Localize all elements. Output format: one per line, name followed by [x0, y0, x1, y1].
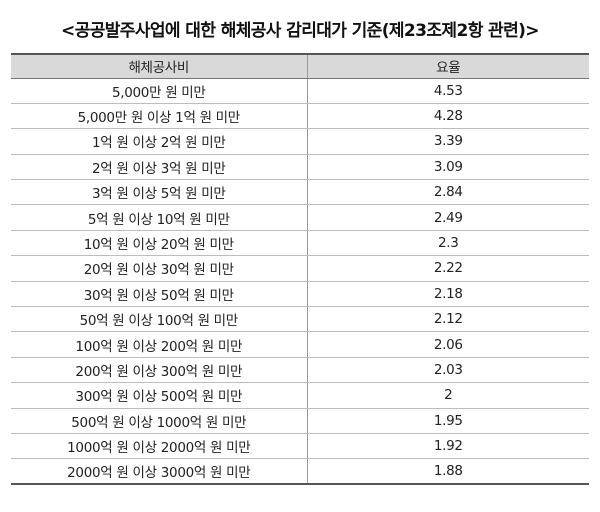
cost-range-cell: 200억 원 이상 300억 원 미만 [11, 357, 308, 384]
cost-range-cell: 5,000만 원 미만 [11, 78, 308, 104]
rate-cell: 2 [307, 382, 589, 409]
cost-range-cell: 5,000만 원 이상 1억 원 미만 [11, 103, 308, 130]
table-row: 2억 원 이상 3억 원 미만 3.09 [11, 154, 589, 181]
rate-cell: 4.28 [307, 103, 589, 130]
cost-range-cell: 10억 원 이상 20억 원 미만 [11, 230, 308, 257]
table-row: 3억 원 이상 5억 원 미만 2.84 [11, 179, 589, 206]
table-header-row: 해체공사비 요율 [11, 53, 589, 79]
rate-cell: 2.06 [307, 331, 589, 358]
rate-cell: 1.92 [307, 433, 589, 460]
rate-cell: 2.03 [307, 357, 589, 384]
cost-range-cell: 2억 원 이상 3억 원 미만 [11, 154, 308, 181]
rate-cell: 2.18 [307, 281, 589, 308]
cost-range-cell: 20억 원 이상 30억 원 미만 [11, 255, 308, 282]
rate-cell: 2.84 [307, 179, 589, 206]
header-cost-range: 해체공사비 [11, 53, 308, 79]
table-row: 500억 원 이상 1000억 원 미만 1.95 [11, 408, 589, 434]
table-row: 300억 원 이상 500억 원 미만 2 [11, 382, 589, 409]
cost-range-cell: 100억 원 이상 200억 원 미만 [11, 331, 308, 358]
table-row: 10억 원 이상 20억 원 미만 2.3 [11, 230, 589, 257]
cost-range-cell: 2000억 원 이상 3000억 원 미만 [11, 458, 308, 486]
table-row: 2000억 원 이상 3000억 원 미만 1.88 [11, 458, 589, 486]
cost-range-cell: 1000억 원 이상 2000억 원 미만 [11, 433, 308, 460]
table-row: 1000억 원 이상 2000억 원 미만 1.92 [11, 433, 589, 460]
header-rate: 요율 [307, 53, 589, 79]
rate-cell: 2.3 [307, 230, 589, 257]
cost-range-cell: 500억 원 이상 1000억 원 미만 [11, 408, 308, 434]
cost-range-cell: 50억 원 이상 100억 원 미만 [11, 306, 308, 333]
fee-rate-table: 해체공사비 요율 5,000만 원 미만 4.53 5,000만 원 이상 1억… [11, 53, 589, 486]
table-row: 200억 원 이상 300억 원 미만 2.03 [11, 357, 589, 384]
table-row: 5억 원 이상 10억 원 미만 2.49 [11, 204, 589, 231]
table-row: 100억 원 이상 200억 원 미만 2.06 [11, 331, 589, 358]
cost-range-cell: 30억 원 이상 50억 원 미만 [11, 281, 308, 308]
cost-range-cell: 300억 원 이상 500억 원 미만 [11, 382, 308, 409]
table-row: 5,000만 원 미만 4.53 [11, 78, 589, 104]
page-title: <공공발주사업에 대한 해체공사 감리대가 기준(제23조제2항 관련)> [61, 21, 540, 41]
rate-cell: 1.88 [307, 458, 589, 486]
table-row: 50억 원 이상 100억 원 미만 2.12 [11, 306, 589, 333]
cost-range-cell: 5억 원 이상 10억 원 미만 [11, 204, 308, 231]
cost-range-cell: 3억 원 이상 5억 원 미만 [11, 179, 308, 206]
table-row: 30억 원 이상 50억 원 미만 2.18 [11, 281, 589, 308]
rate-cell: 2.49 [307, 204, 589, 231]
rate-cell: 2.22 [307, 255, 589, 282]
table-row: 5,000만 원 이상 1억 원 미만 4.28 [11, 103, 589, 130]
table-row: 20억 원 이상 30억 원 미만 2.22 [11, 255, 589, 282]
cost-range-cell: 1억 원 이상 2억 원 미만 [11, 128, 308, 155]
rate-cell: 1.95 [307, 408, 589, 434]
rate-cell: 3.09 [307, 154, 589, 181]
rate-cell: 4.53 [307, 78, 589, 104]
rate-cell: 2.12 [307, 306, 589, 333]
rate-cell: 3.39 [307, 128, 589, 155]
table-row: 1억 원 이상 2억 원 미만 3.39 [11, 128, 589, 155]
